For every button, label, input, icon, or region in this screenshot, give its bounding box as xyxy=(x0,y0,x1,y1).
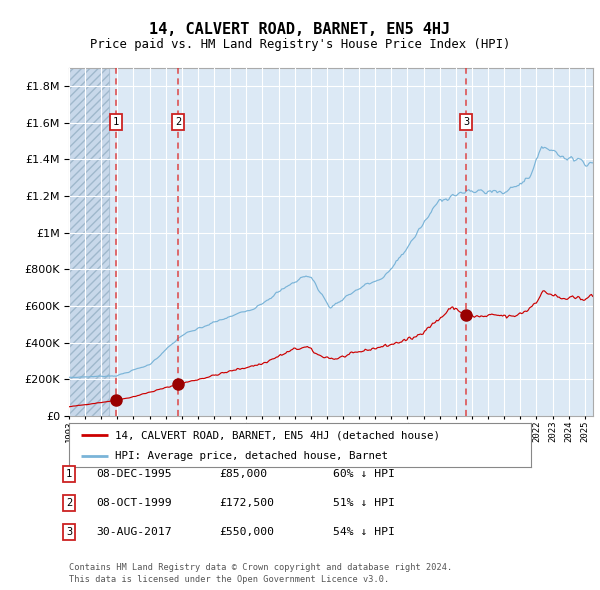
Text: 2: 2 xyxy=(66,498,72,507)
Text: 08-DEC-1995: 08-DEC-1995 xyxy=(96,469,172,478)
Text: 14, CALVERT ROAD, BARNET, EN5 4HJ: 14, CALVERT ROAD, BARNET, EN5 4HJ xyxy=(149,22,451,37)
Text: 3: 3 xyxy=(66,527,72,536)
Text: 14, CALVERT ROAD, BARNET, EN5 4HJ (detached house): 14, CALVERT ROAD, BARNET, EN5 4HJ (detac… xyxy=(115,431,440,440)
Text: 08-OCT-1999: 08-OCT-1999 xyxy=(96,498,172,507)
Text: £172,500: £172,500 xyxy=(219,498,274,507)
Text: £550,000: £550,000 xyxy=(219,527,274,536)
Text: 30-AUG-2017: 30-AUG-2017 xyxy=(96,527,172,536)
Text: This data is licensed under the Open Government Licence v3.0.: This data is licensed under the Open Gov… xyxy=(69,575,389,584)
Text: HPI: Average price, detached house, Barnet: HPI: Average price, detached house, Barn… xyxy=(115,451,388,461)
Text: 1: 1 xyxy=(113,117,119,127)
Text: 51% ↓ HPI: 51% ↓ HPI xyxy=(333,498,395,507)
Text: Contains HM Land Registry data © Crown copyright and database right 2024.: Contains HM Land Registry data © Crown c… xyxy=(69,563,452,572)
Text: 60% ↓ HPI: 60% ↓ HPI xyxy=(333,469,395,478)
Text: Price paid vs. HM Land Registry's House Price Index (HPI): Price paid vs. HM Land Registry's House … xyxy=(90,38,510,51)
Text: 3: 3 xyxy=(463,117,470,127)
Text: 1: 1 xyxy=(66,469,72,478)
Text: 54% ↓ HPI: 54% ↓ HPI xyxy=(333,527,395,536)
Text: 2: 2 xyxy=(175,117,181,127)
Text: £85,000: £85,000 xyxy=(219,469,267,478)
